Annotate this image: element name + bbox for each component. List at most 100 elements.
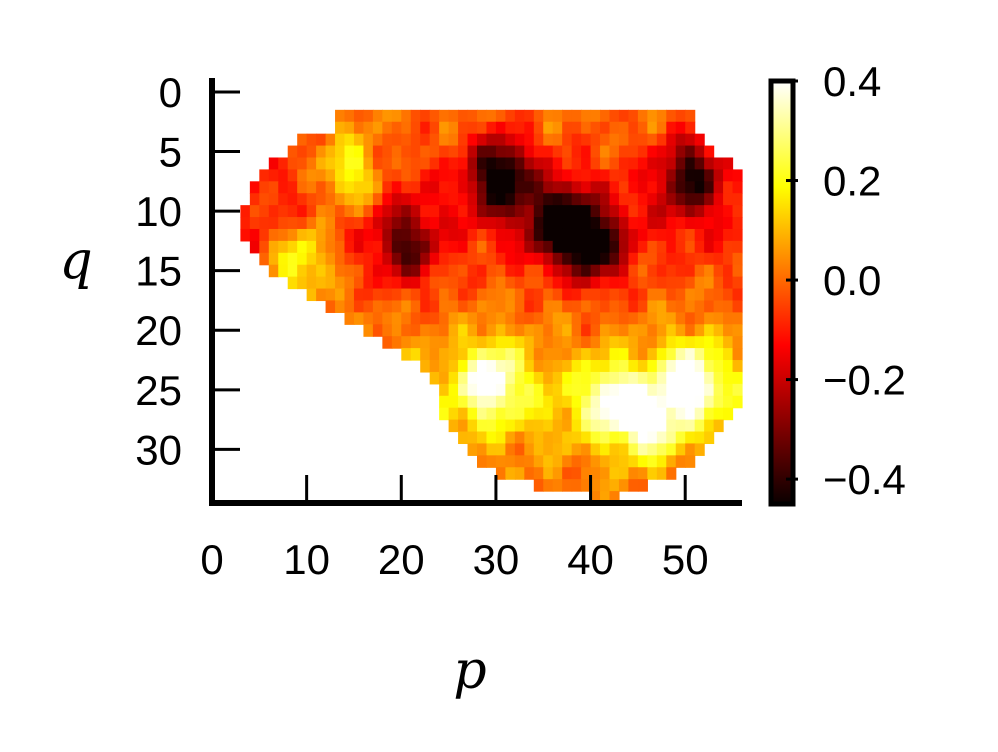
heatmap-cell bbox=[723, 193, 734, 206]
heatmap-cell bbox=[306, 288, 317, 302]
heatmap-cell bbox=[391, 109, 402, 123]
heatmap-cell bbox=[637, 157, 648, 170]
heatmap-cell bbox=[666, 217, 677, 230]
heatmap-cell bbox=[637, 336, 648, 349]
heatmap-cell bbox=[637, 371, 648, 385]
heatmap-cell bbox=[429, 324, 440, 337]
heatmap-cell bbox=[628, 217, 639, 230]
heatmap-cell bbox=[713, 157, 724, 170]
heatmap-cell bbox=[477, 288, 488, 302]
heatmap-cell bbox=[552, 264, 563, 278]
heatmap-cell bbox=[581, 205, 592, 218]
heatmap-cell bbox=[477, 240, 488, 254]
heatmap-cell bbox=[656, 395, 667, 409]
heatmap-cell bbox=[533, 133, 544, 147]
heatmap-cell bbox=[543, 157, 554, 170]
heatmap-cell bbox=[552, 157, 563, 170]
heatmap-cell bbox=[524, 228, 535, 242]
heatmap-cell bbox=[704, 348, 715, 361]
heatmap-cell bbox=[524, 395, 535, 409]
heatmap-cell bbox=[439, 181, 450, 194]
heatmap-cell bbox=[647, 443, 658, 456]
heatmap-cell bbox=[505, 348, 516, 361]
heatmap-cell bbox=[306, 205, 317, 218]
heatmap-cell bbox=[618, 145, 630, 159]
heatmap-cell bbox=[704, 300, 715, 313]
heatmap-cell bbox=[675, 169, 686, 182]
heatmap-cell bbox=[353, 193, 365, 206]
heatmap-cell bbox=[505, 371, 516, 385]
heatmap-cell bbox=[552, 383, 563, 397]
heatmap-cell bbox=[458, 383, 469, 397]
heatmap-cell bbox=[694, 252, 705, 266]
heatmap-cell bbox=[458, 145, 469, 159]
heatmap-cell bbox=[713, 252, 724, 266]
heatmap-cell bbox=[429, 312, 440, 325]
heatmap-cell bbox=[571, 145, 582, 159]
heatmap-cell bbox=[363, 217, 374, 230]
heatmap-cell bbox=[458, 157, 469, 170]
heatmap-cell bbox=[675, 109, 686, 123]
heatmap-cell bbox=[372, 181, 383, 194]
heatmap-cell bbox=[391, 252, 402, 266]
heatmap-cell bbox=[391, 324, 402, 337]
heatmap-cell bbox=[600, 300, 611, 313]
heatmap-cell bbox=[391, 228, 402, 242]
heatmap-cell bbox=[590, 300, 601, 313]
heatmap-cell bbox=[477, 395, 488, 409]
heatmap-cell bbox=[335, 169, 346, 182]
heatmap-cell bbox=[618, 228, 630, 242]
heatmap-cell bbox=[335, 133, 346, 147]
heatmap-cell bbox=[628, 455, 639, 468]
heatmap-cell bbox=[458, 312, 469, 325]
heatmap-cell bbox=[439, 300, 450, 313]
heatmap-cell bbox=[495, 109, 506, 123]
heatmap-cell bbox=[666, 395, 677, 409]
heatmap-cell bbox=[410, 169, 421, 182]
y-tick-label: 20 bbox=[135, 307, 182, 354]
heatmap-cell bbox=[685, 288, 696, 302]
heatmap-cell bbox=[675, 193, 686, 206]
heatmap-cell bbox=[505, 240, 516, 254]
heatmap-cell bbox=[477, 312, 488, 325]
heatmap-cell bbox=[590, 324, 601, 337]
heatmap-cell bbox=[666, 109, 677, 123]
colorbar-tick-label: −0.2 bbox=[823, 357, 906, 404]
heatmap-cell bbox=[495, 205, 506, 218]
heatmap-cell bbox=[647, 181, 658, 194]
heatmap-cell bbox=[514, 276, 525, 290]
heatmap-cell bbox=[581, 383, 592, 397]
x-tick-label: 50 bbox=[662, 536, 709, 583]
heatmap-cell bbox=[590, 145, 601, 159]
heatmap-cell bbox=[401, 264, 412, 278]
heatmap-cell bbox=[429, 205, 440, 218]
heatmap-cell bbox=[514, 240, 525, 254]
heatmap-cell bbox=[268, 240, 279, 254]
heatmap-cell bbox=[429, 121, 440, 135]
heatmap-cell bbox=[477, 109, 488, 123]
heatmap-cell bbox=[732, 371, 743, 385]
heatmap-cell bbox=[675, 443, 686, 456]
heatmap-cell bbox=[325, 300, 336, 313]
heatmap-cell bbox=[543, 169, 554, 182]
heatmap-cell bbox=[448, 252, 459, 266]
heatmap-cell bbox=[552, 455, 563, 468]
heatmap-cell bbox=[524, 467, 535, 480]
heatmap-cell bbox=[675, 121, 686, 135]
heatmap-cell bbox=[363, 157, 374, 170]
heatmap-cells bbox=[240, 109, 743, 504]
heatmap-cell bbox=[297, 252, 308, 266]
heatmap-cell bbox=[562, 169, 573, 182]
heatmap-cell bbox=[495, 407, 506, 421]
heatmap-cell bbox=[723, 228, 734, 242]
heatmap-cell bbox=[685, 336, 696, 349]
heatmap-cell bbox=[486, 371, 497, 385]
heatmap-cell bbox=[335, 181, 346, 194]
heatmap-cell bbox=[429, 181, 440, 194]
heatmap-cell bbox=[552, 276, 563, 290]
heatmap-cell bbox=[249, 205, 260, 218]
heatmap-cell bbox=[732, 348, 743, 361]
heatmap-cell bbox=[420, 240, 431, 254]
heatmap-cell bbox=[505, 205, 516, 218]
heatmap-cell bbox=[287, 181, 298, 194]
